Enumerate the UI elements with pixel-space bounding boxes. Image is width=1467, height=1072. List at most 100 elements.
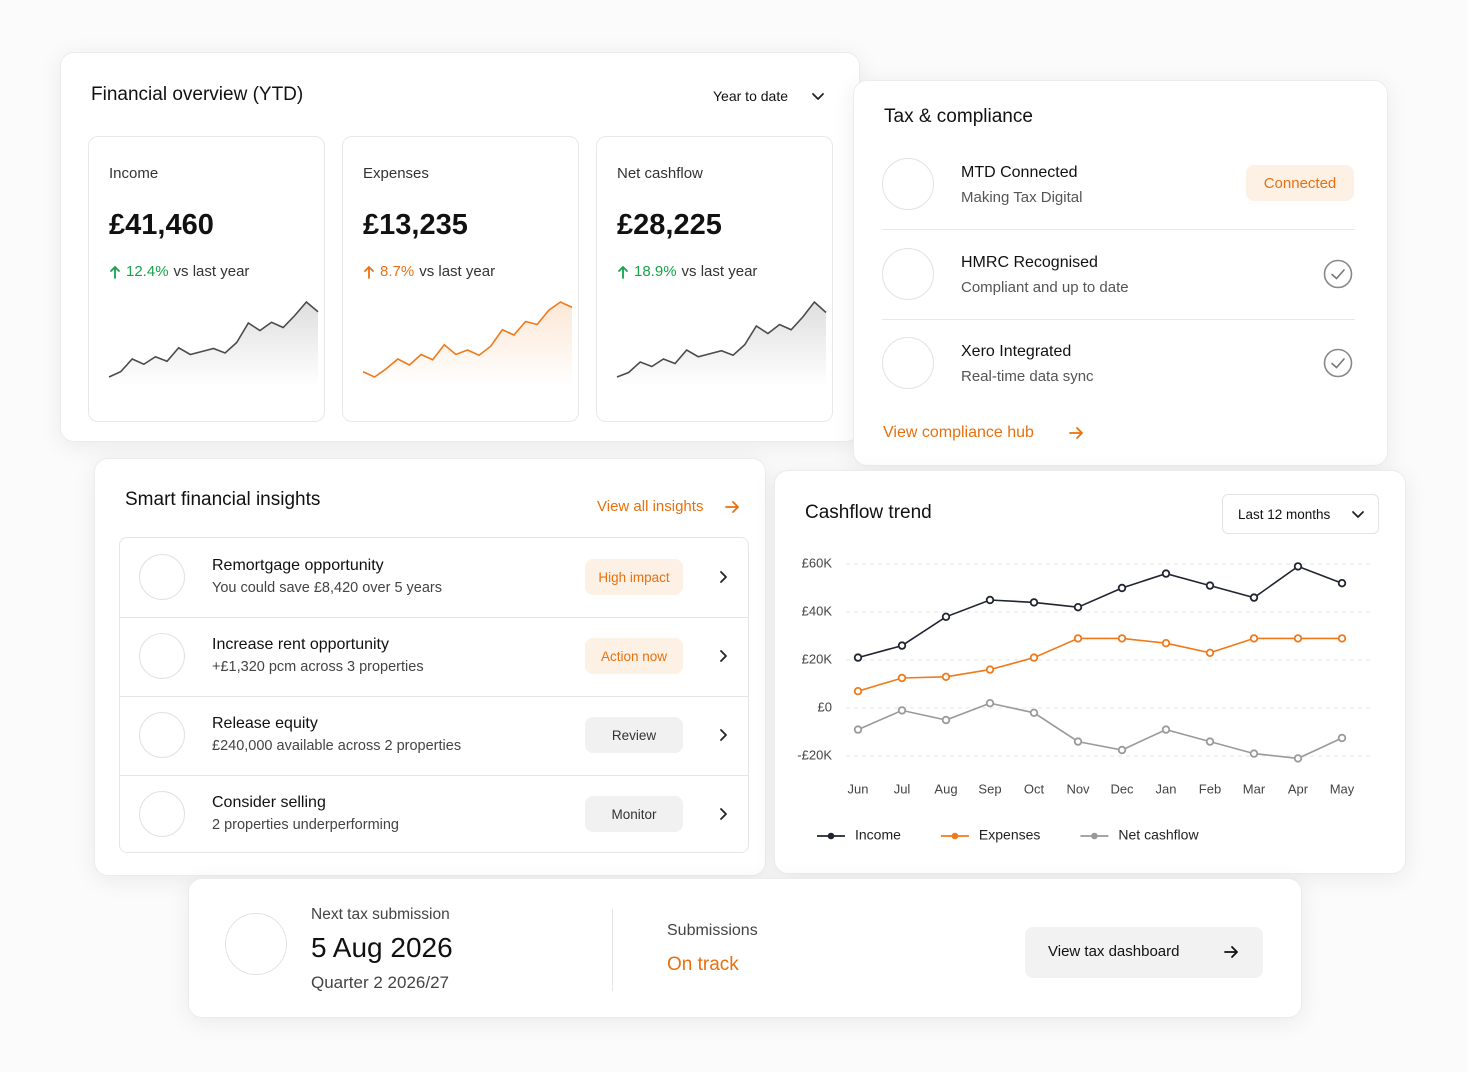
data-point [1293,754,1303,763]
data-point [985,665,995,674]
insight-list: Remortgage opportunity You could save £8,… [119,537,749,853]
chevron-right [720,729,727,741]
check-icon [1323,259,1353,288]
sparkline-area [363,302,572,387]
chevron-right [720,650,727,662]
sparkline-area [109,302,318,387]
sparkline [616,300,827,387]
data-point [1293,634,1303,643]
legend-label: Expenses [979,827,1040,843]
item-subtitle: Real-time data sync [961,368,1094,385]
legend-dot [1091,832,1098,840]
item-title: HMRC Recognised [961,253,1098,271]
change-comparison: vs last year [173,263,250,280]
insights-card: Smart financial insights View all insight… [94,458,766,876]
stat-label: Income [109,165,159,182]
period-text: Last 12 months [1238,506,1331,522]
trend-arrow [110,265,120,279]
divider [120,617,748,618]
insights-link[interactable]: View all insights [597,498,704,515]
stat-label: Net cashflow [617,165,703,182]
badge-text: Action now [600,648,668,664]
data-point [1293,562,1303,571]
chevron-right-path [720,808,727,820]
chevron-right [720,808,727,820]
tax-dashboard-button[interactable]: View tax dashboard [1025,927,1263,978]
financial-overview-card: Financial overview (YTD) Year to date Inco… [60,52,860,442]
stat-value: £41,460 [109,208,214,241]
legend-dot [951,832,959,840]
status-text: Connected [1263,174,1337,192]
data-point [1161,638,1171,648]
trend-arrow [364,265,374,279]
insight-subtitle: 2 properties underperforming [212,817,399,834]
series-line [857,637,1342,692]
submission-quarter: Quarter 2 2026/27 [311,972,449,992]
x-tick-label: Jun [848,781,869,796]
stat-value: £13,235 [363,208,468,241]
sparkline-line [616,300,827,378]
y-tick-label: £0 [818,699,832,714]
impact-badge: Action now [585,638,683,674]
arrow-right-path [1224,946,1238,958]
data-point [941,672,951,681]
compliance-link[interactable]: View compliance hub [883,424,1034,442]
badge-text: Monitor [611,806,657,822]
period-select[interactable]: Year to date [713,87,788,104]
change-comparison: vs last year [419,263,496,280]
status-label: Submissions [667,922,758,940]
chevron-right-path [720,729,727,741]
x-tick-label: Nov [1066,781,1090,796]
divider [120,775,748,776]
data-point [897,706,907,715]
y-tick-label: £60K [802,555,833,570]
arrow-right [1224,946,1238,958]
chevron-down [1352,511,1364,518]
divider [612,909,613,991]
avatar [882,247,934,300]
avatar [139,554,185,600]
trend-arrow-path [364,265,374,279]
stat-card: Income £41,460 12.4% vs last year [88,136,325,422]
status-value: On track [667,953,739,975]
submission-card: Next tax submission 5 Aug 2026 Quarter 2 2… [188,878,1302,1018]
insight-subtitle: £240,000 available across 2 properties [212,738,462,755]
check-circle [1323,259,1353,288]
data-point [853,653,863,662]
x-tick-label: Aug [934,781,957,796]
chevron-down-path [812,93,824,100]
data-point [1029,598,1039,607]
card-title: Financial overview (YTD) [91,83,304,105]
data-point [1029,653,1039,662]
data-point [1117,634,1127,643]
status-badge: Connected [1246,165,1354,201]
y-tick-label: £40K [802,603,833,618]
sparkline [108,300,319,387]
avatar [139,791,185,837]
data-point [1205,737,1215,746]
trend-arrow-path [110,265,120,279]
chevron-down-path [1352,511,1364,518]
arrow-right-path [1069,427,1083,439]
x-tick-label: Oct [1024,781,1045,796]
item-subtitle: Making Tax Digital [961,189,1083,206]
period-select[interactable]: Last 12 months [1222,494,1379,534]
divider [882,318,1355,320]
data-point [1073,737,1083,746]
data-point [985,698,995,708]
x-tick-label: May [1330,781,1355,796]
submission-date: 5 Aug 2026 [311,932,453,964]
chevron-right [720,571,727,583]
check-circle [1323,348,1353,378]
data-point [897,641,907,650]
stat-change: 12.4% vs last year [109,263,249,281]
data-point [853,686,863,696]
trend-arrow [618,265,628,279]
data-point [1337,733,1347,743]
sparkline-line [108,300,319,378]
x-tick-label: Apr [1288,781,1309,796]
change-value: 18.9% [634,263,677,280]
stat-label: Expenses [363,165,429,182]
data-point [1205,648,1215,657]
